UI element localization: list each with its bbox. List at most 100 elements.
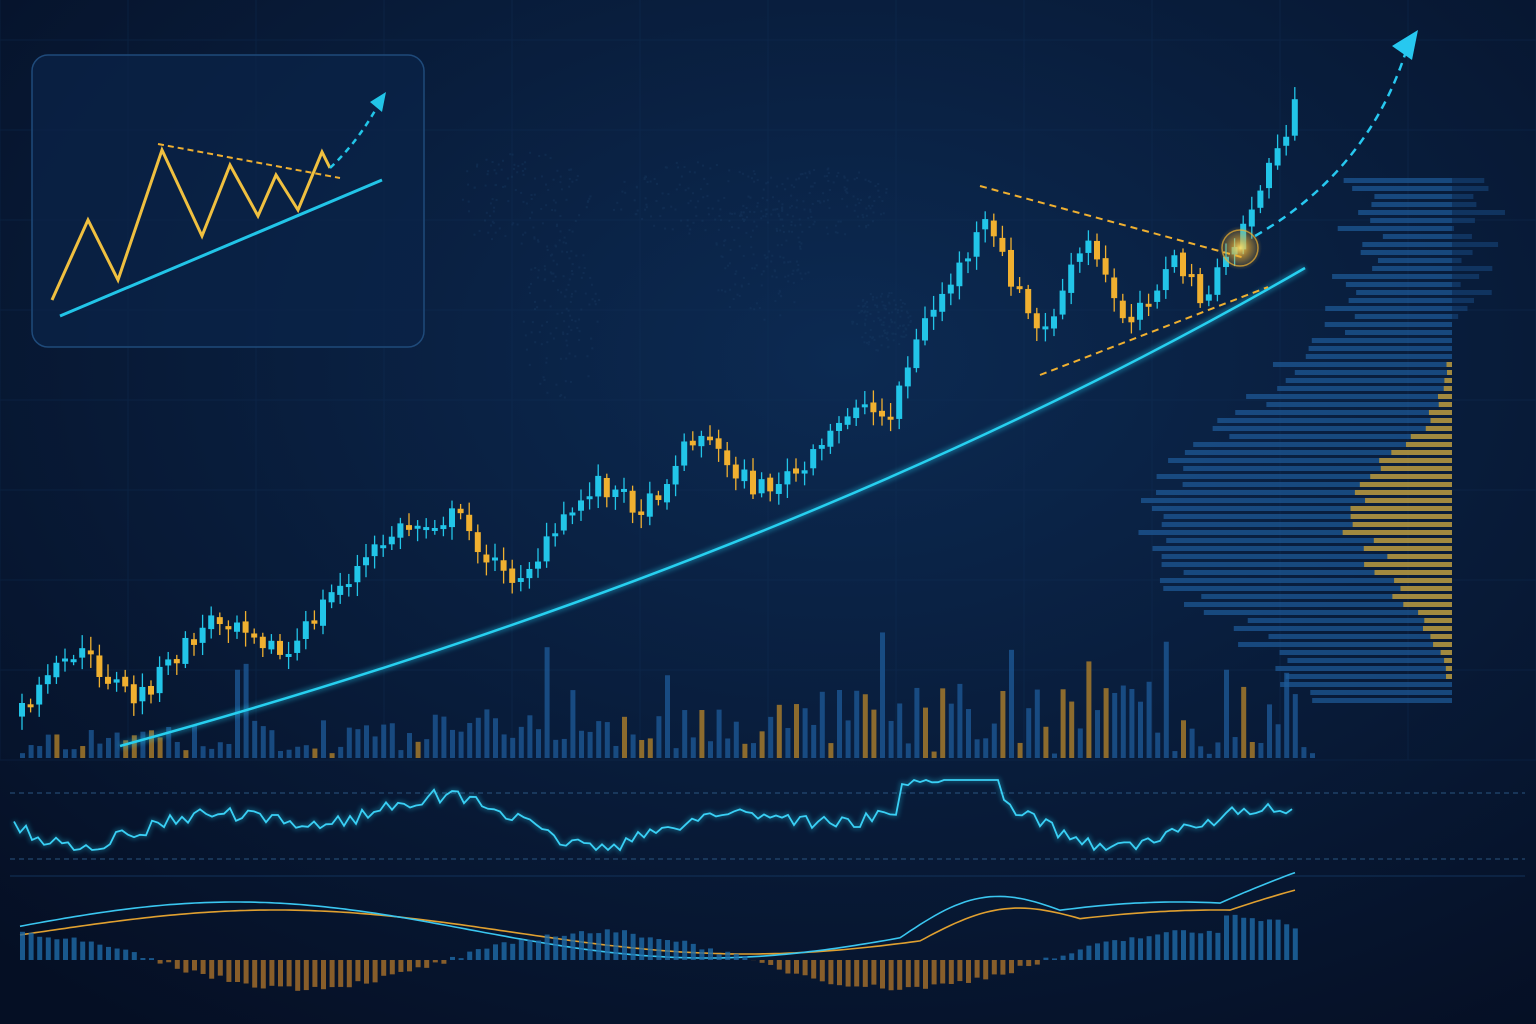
map-dot (771, 275, 774, 278)
volume-bar (63, 749, 68, 758)
map-dot (808, 226, 811, 229)
volume-bar (1258, 742, 1264, 758)
profile-bar-highlight (1373, 538, 1452, 543)
map-dot (811, 185, 814, 188)
map-dot (804, 272, 807, 275)
macd-histogram-bar (923, 960, 928, 989)
map-dot (864, 178, 867, 181)
volume-bar (561, 738, 567, 758)
volume-bar (458, 731, 464, 758)
map-dot (864, 302, 867, 305)
macd-histogram-bar (544, 934, 550, 960)
map-dot (524, 161, 527, 164)
map-dot (887, 338, 890, 341)
profile-bar-highlight (1359, 482, 1452, 487)
volume-bars (20, 632, 1315, 758)
volume-bar (217, 742, 223, 758)
map-dot (538, 331, 541, 334)
macd-histogram-bar (192, 960, 197, 971)
macd-histogram-bar (1086, 945, 1092, 960)
candle-body (818, 445, 825, 449)
profile-bar-edge (1452, 226, 1455, 231)
map-dot (569, 168, 572, 171)
candle-body (173, 659, 180, 664)
map-dot (575, 178, 578, 181)
macd-histogram-bar (424, 960, 430, 968)
inset-resistance-line (157, 143, 341, 179)
macd-histogram-bar (243, 960, 249, 984)
profile-bar (1356, 290, 1452, 295)
candle-body (827, 430, 834, 447)
candle-body (191, 639, 197, 645)
volume-bar (1052, 753, 1057, 758)
map-dot (837, 220, 840, 223)
map-dot (764, 215, 767, 218)
map-dot (635, 185, 638, 188)
map-dot (684, 189, 687, 192)
macd-histogram-bar (364, 960, 369, 984)
candle-body (560, 514, 567, 531)
map-dot (715, 164, 718, 166)
map-dot (491, 198, 494, 201)
macd-histogram-bar (286, 960, 292, 987)
map-dot (836, 175, 838, 178)
volume-bar (200, 746, 206, 758)
map-dot (743, 218, 746, 221)
volume-bar (329, 753, 335, 758)
map-dot (645, 175, 647, 178)
profile-bar-highlight (1363, 546, 1452, 551)
map-dot (534, 300, 536, 303)
profile-bar-edge (1452, 234, 1472, 239)
map-dot (546, 321, 548, 323)
map-dot (563, 295, 566, 298)
map-dot (885, 337, 888, 339)
macd-histogram-bar (854, 960, 860, 987)
profile-bar (1345, 282, 1452, 287)
volume-bar (1292, 694, 1298, 758)
map-dot (819, 201, 822, 204)
macd-histogram-bar (1284, 924, 1290, 960)
map-dot (560, 188, 563, 191)
map-dot (811, 202, 814, 205)
map-dot (564, 380, 567, 383)
candle-body (1119, 300, 1126, 319)
macd-histogram-bar (991, 960, 997, 975)
volume-bar (432, 714, 438, 758)
map-dot (738, 294, 741, 297)
map-dot (909, 321, 912, 323)
inset-zigzag (50, 145, 332, 301)
profile-bar-highlight (1392, 594, 1452, 599)
volume-bar (974, 739, 980, 758)
candle-body (1076, 253, 1083, 262)
map-dot (569, 314, 572, 317)
macd-histogram-bar (493, 944, 498, 960)
profile-bar-edge (1452, 298, 1474, 303)
map-dot (598, 299, 601, 301)
map-dot (790, 224, 793, 226)
map-dot (565, 198, 568, 201)
map-dot (875, 296, 878, 299)
volume-bar (880, 632, 885, 758)
profile-bar-highlight (1430, 634, 1452, 639)
map-dot (864, 318, 867, 321)
map-dot (858, 171, 861, 174)
map-dot (714, 218, 717, 221)
map-dot (778, 290, 781, 293)
map-dot (755, 225, 758, 228)
macd-histogram-bar (862, 960, 868, 987)
map-dot (562, 241, 565, 244)
volume-bar (20, 753, 25, 758)
map-dot (768, 250, 771, 253)
macd-histogram-bar (1026, 960, 1032, 967)
map-dot (539, 382, 542, 385)
map-dot (552, 178, 555, 181)
volume-bar (338, 746, 344, 758)
candle-body (242, 621, 249, 633)
map-dot (789, 206, 792, 209)
macd-histogram-bar (708, 948, 713, 960)
volume-bar (837, 690, 842, 758)
candle-body (457, 508, 464, 514)
macd-histogram-bar (1052, 958, 1057, 960)
map-dot (780, 243, 783, 246)
map-dot (530, 268, 533, 271)
